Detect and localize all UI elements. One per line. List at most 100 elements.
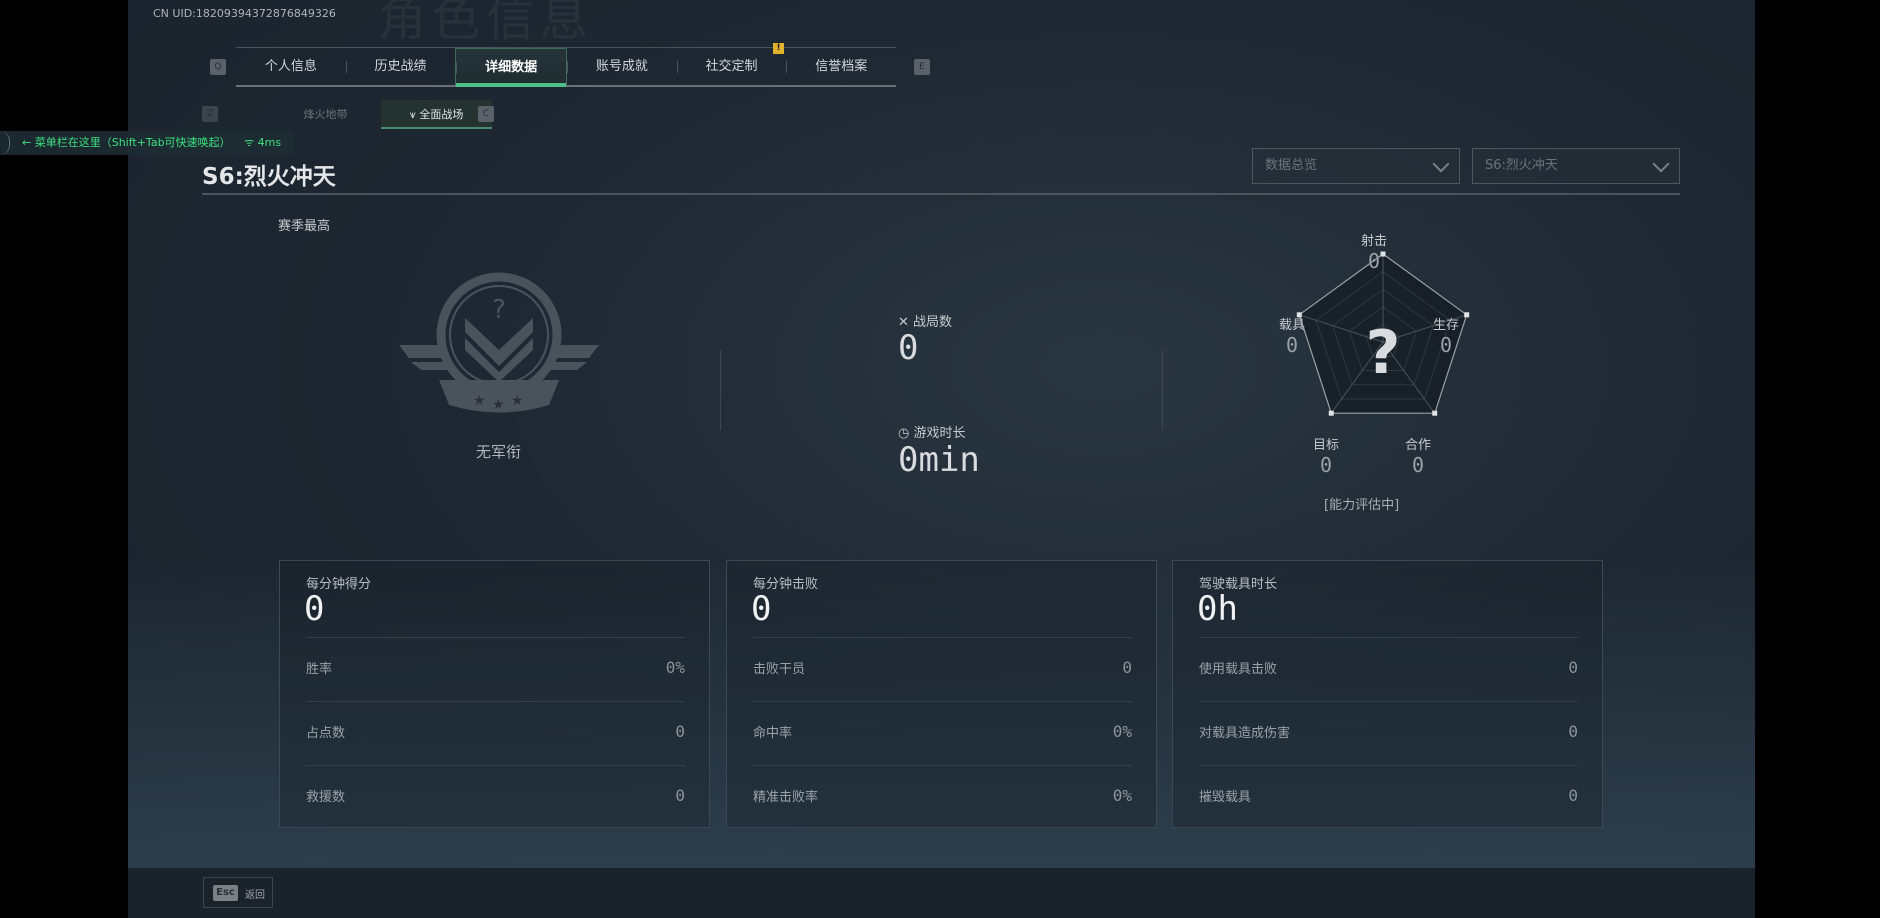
season-dropdown[interactable]: S6:烈火冲天 (1472, 148, 1680, 184)
crossed-swords-icon: ✕ (898, 315, 914, 330)
stat-row: 使用载具击败 0 (1199, 637, 1578, 701)
radar-spoke (1382, 314, 1467, 343)
svg-text:?: ? (492, 295, 506, 325)
playtime-label: ◷ 游戏时长 (898, 422, 966, 441)
axis-label: 目标 (1312, 438, 1339, 453)
next-tab-key[interactable]: E (914, 59, 930, 75)
radar-vertex (1296, 312, 1302, 318)
menu-handle[interactable] (0, 131, 10, 155)
svg-text:★: ★ (492, 397, 505, 413)
stat-value: 0% (665, 658, 685, 677)
dropdown-value: S6:烈火冲天 (1485, 158, 1558, 173)
prev-tab-key[interactable]: Q (210, 59, 226, 75)
svg-text:★: ★ (511, 393, 524, 409)
axis-value: 0 (1285, 333, 1299, 357)
axis-value: 0 (1367, 249, 1381, 273)
axis-value: 0 (1411, 453, 1425, 477)
prev-subtab-key[interactable]: Z (202, 106, 218, 122)
stat-label: 救援数 (306, 790, 346, 805)
card-value: 0h (1197, 589, 1238, 629)
stat-label: 击败干员 (753, 662, 806, 677)
card-value: 0 (304, 589, 325, 629)
arrow-left-icon: ← (22, 136, 32, 149)
stopwatch-icon: ◷ (898, 426, 914, 441)
radar-spoke (1299, 314, 1384, 343)
stat-value: 0 (1122, 658, 1132, 677)
axis-value: 0 (1319, 453, 1333, 477)
playtime-value: 0min (898, 440, 980, 480)
back-button[interactable]: Esc 返回 (203, 877, 273, 908)
radar-vertex (1464, 312, 1470, 318)
radar-grid-ring (1348, 306, 1418, 371)
stat-row: 胜率 0% (306, 637, 685, 701)
card-title: 每分钟击败 (753, 577, 819, 592)
tab-history[interactable]: 历史战绩 (345, 48, 456, 85)
matches-label: ✕ 战局数 (898, 311, 952, 330)
card-title: 每分钟得分 (306, 577, 372, 592)
radar-axis-vehicle: 载具 0 (1272, 314, 1312, 357)
stat-row: 精准击败率 0% (753, 765, 1132, 829)
data-view-dropdown[interactable]: 数据总览 (1252, 148, 1460, 184)
rank-badge-icon: ? ★ ★ ★ (399, 272, 599, 413)
tab-achievements[interactable]: 账号成就 (567, 48, 677, 85)
radar-axis-objective: 目标 0 (1306, 434, 1346, 477)
menu-hint: 菜单栏在这里（Shift+Tab可快速唤起） (34, 136, 231, 149)
axis-label: 射击 (1360, 234, 1387, 249)
dropdown-value: 数据总览 (1265, 158, 1318, 173)
divider (720, 350, 721, 430)
subtab-all-out-war[interactable]: ⩛ 全面战场 (381, 100, 492, 129)
next-subtab-key[interactable]: C (478, 106, 494, 122)
stat-value: 0 (675, 722, 685, 741)
playtime-label-text: 游戏时长 (913, 426, 966, 441)
wifi-icon: ᯤ (244, 136, 255, 149)
stat-value: 0% (1112, 786, 1132, 805)
stat-label: 胜率 (306, 662, 333, 677)
radar-axis-survival: 生存 0 (1426, 314, 1466, 357)
question-mark-icon: ? (1365, 318, 1401, 388)
card-title: 驾驶载具时长 (1199, 577, 1278, 592)
stat-label: 使用载具击败 (1199, 662, 1278, 677)
divider (1162, 350, 1163, 430)
matches-label-text: 战局数 (913, 315, 953, 330)
tab-credit[interactable]: 信誉档案 (786, 48, 896, 85)
radar-labels: 射击 0 生存 0 合作 0 目标 0 载具 0 (1218, 228, 1528, 478)
stat-card-vehicle: 驾驶载具时长 0h 使用载具击败 0 对载具造成伤害 0 摧毁载具 0 (1172, 560, 1603, 828)
back-label: 返回 (245, 890, 265, 901)
svg-text:★: ★ (473, 393, 486, 409)
footer-bar (128, 868, 1755, 918)
mode-subtabs: 烽火地带 ⩛ 全面战场 (270, 100, 492, 129)
stat-value: 0 (675, 786, 685, 805)
esc-key: Esc (213, 885, 238, 901)
watermark-title: 角色信息 (378, 0, 595, 47)
alert-badge: ! (773, 43, 784, 54)
stat-label: 占点数 (306, 726, 346, 741)
game-screen: 角色信息 CN UID:18209394372876849326 Q 个人信息 … (128, 0, 1755, 918)
stat-card-score: 每分钟得分 0 胜率 0% 占点数 0 救援数 0 (279, 560, 710, 828)
tab-detailed-data[interactable]: 详细数据 (455, 48, 568, 87)
stat-row: 救援数 0 (306, 765, 685, 829)
stat-label: 对载具造成伤害 (1199, 726, 1291, 741)
stat-row: 占点数 0 (306, 701, 685, 765)
radar-axis-shooting: 射击 0 (1354, 230, 1394, 273)
title-divider (202, 193, 1680, 195)
tab-personal-info[interactable]: 个人信息 (264, 59, 317, 74)
chevron-down-icon (1432, 155, 1450, 173)
stat-row: 命中率 0% (753, 701, 1132, 765)
menu-overlay[interactable]: ← 菜单栏在这里（Shift+Tab可快速唤起） ᯤ 4ms (0, 131, 294, 155)
subtab-label: 全面战场 (419, 108, 464, 121)
radar-status: [能力评估中] (1324, 498, 1400, 513)
ability-radar-chart (1296, 251, 1470, 416)
stat-row: 击败干员 0 (753, 637, 1132, 701)
card-value: 0 (751, 589, 772, 629)
radar-vertex (1432, 410, 1438, 416)
stat-row: 摧毁载具 0 (1199, 765, 1578, 829)
tab-social[interactable]: 社交定制 (676, 48, 787, 85)
radar-grid-ring (1315, 270, 1451, 400)
subtab-havoc-zone[interactable]: 烽火地带 (303, 108, 348, 121)
matches-value: 0 (898, 328, 919, 368)
main-tabs: 个人信息 历史战绩 详细数据 账号成就 社交定制 信誉档案 (236, 47, 896, 87)
ping-value: 4ms (257, 136, 282, 149)
radar-vertex (1380, 251, 1386, 257)
stat-card-kills: 每分钟击败 0 击败干员 0 命中率 0% 精准击败率 0% (726, 560, 1157, 828)
radar-axis-teamwork: 合作 0 (1398, 434, 1438, 477)
